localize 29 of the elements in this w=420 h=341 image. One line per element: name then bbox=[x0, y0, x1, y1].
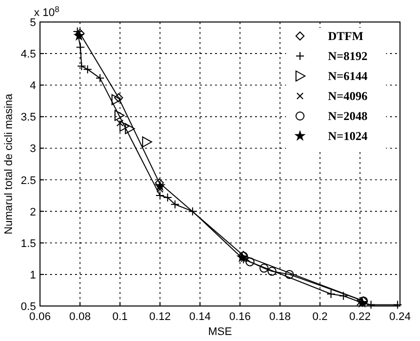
x-axis-title: MSE bbox=[208, 326, 232, 338]
y-tick-label: 4 bbox=[30, 80, 36, 92]
legend-label: N=2048 bbox=[328, 109, 368, 123]
x-tick-label: 0.16 bbox=[229, 311, 251, 323]
x-tick-label: 0.12 bbox=[149, 311, 171, 323]
y-tick-label: 0.5 bbox=[20, 301, 36, 313]
y-tick-label: 3.5 bbox=[20, 112, 36, 124]
x-tick-label: 0.18 bbox=[269, 311, 291, 323]
x-tick-label: 0.22 bbox=[349, 311, 371, 323]
x-tick-label: 0.1 bbox=[112, 311, 128, 323]
x-tick-label: 0.08 bbox=[69, 311, 91, 323]
x-tick-label: 0.06 bbox=[29, 311, 51, 323]
legend-label: DTFM bbox=[328, 29, 364, 43]
y-tick-label: 5 bbox=[30, 17, 36, 29]
y-tick-label: 4.5 bbox=[20, 48, 36, 61]
legend-label: N=8192 bbox=[328, 49, 368, 63]
y-tick-label: 3 bbox=[30, 143, 36, 156]
y-tick-label: 1 bbox=[30, 269, 36, 282]
x-tick-label: 0.24 bbox=[389, 311, 411, 323]
x-tick-label: 0.14 bbox=[189, 311, 211, 323]
x-tick-label: 0.2 bbox=[312, 311, 328, 323]
legend-label: N=4096 bbox=[328, 89, 368, 103]
text: x 10$^{8}$ bbox=[34, 4, 60, 19]
y-tick-label: 1.5 bbox=[20, 238, 36, 250]
y-axis-title: Numarul total de cicli masina bbox=[3, 92, 15, 234]
legend-label: N=6144 bbox=[328, 69, 368, 83]
y-tick-label: 2 bbox=[30, 206, 36, 218]
y-tick-label: 2.5 bbox=[20, 174, 36, 187]
legend-label: N=1024 bbox=[328, 129, 368, 143]
